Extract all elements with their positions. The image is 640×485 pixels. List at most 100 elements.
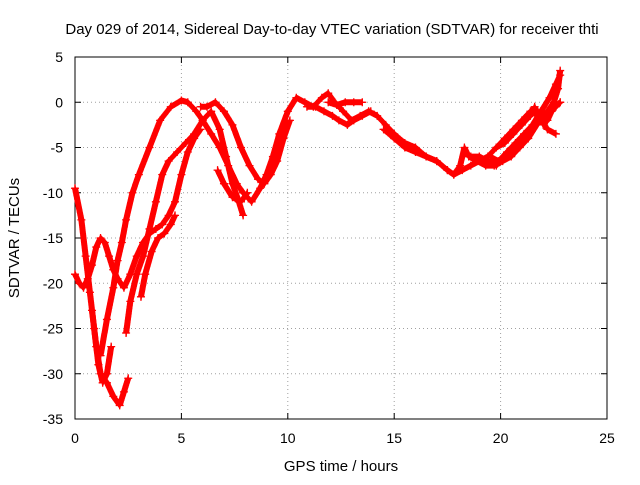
data-point	[115, 401, 124, 410]
y-tick-label: -30	[43, 366, 63, 382]
data-series-9	[302, 102, 375, 129]
data-point	[236, 197, 245, 206]
x-tick-label: 25	[599, 430, 615, 446]
data-point	[102, 315, 111, 324]
data-point	[92, 243, 101, 252]
data-point	[102, 378, 111, 387]
data-point	[547, 107, 556, 116]
data-point	[211, 98, 220, 107]
data-point	[128, 188, 137, 197]
y-tick-label: 5	[55, 49, 63, 65]
data-point	[71, 184, 79, 193]
y-tick-label: -5	[51, 140, 64, 156]
data-point	[202, 102, 211, 111]
y-axis-label: SDTVAR / TECUs	[6, 178, 23, 298]
data-point	[543, 116, 552, 125]
data-point	[96, 351, 105, 360]
data-point	[509, 129, 518, 138]
data-point	[517, 134, 526, 143]
data-series-13	[466, 66, 565, 170]
data-series	[71, 66, 565, 410]
data-point	[139, 252, 148, 261]
data-point	[122, 215, 131, 224]
data-point	[171, 197, 180, 206]
data-series-6	[136, 211, 180, 301]
data-point	[156, 116, 165, 125]
data-point	[456, 161, 465, 170]
data-point	[181, 138, 190, 147]
data-point	[358, 111, 367, 120]
data-point	[526, 111, 535, 120]
data-point	[147, 247, 156, 256]
data-point	[379, 125, 388, 134]
data-point	[500, 152, 509, 161]
data-point	[228, 179, 237, 188]
data-series-5	[122, 107, 248, 338]
data-point	[228, 120, 237, 129]
data-series-8	[213, 166, 252, 206]
data-series-3	[88, 306, 133, 410]
data-point	[134, 170, 143, 179]
data-point	[166, 102, 175, 111]
data-point	[164, 157, 173, 166]
data-point	[79, 283, 88, 292]
x-tick-label: 5	[178, 430, 186, 446]
data-point	[466, 152, 475, 161]
data-point	[85, 288, 94, 297]
data-point	[88, 261, 97, 270]
data-point	[366, 107, 375, 116]
x-tick-label: 0	[71, 430, 79, 446]
data-point	[254, 175, 263, 184]
data-point	[100, 238, 109, 247]
data-point	[245, 161, 254, 170]
data-point	[324, 98, 333, 107]
data-point	[219, 179, 228, 188]
data-point	[171, 211, 180, 220]
data-point	[207, 107, 216, 116]
data-point	[422, 152, 431, 161]
data-point	[443, 166, 452, 175]
data-point	[119, 283, 128, 292]
data-point	[126, 297, 135, 306]
grid	[75, 57, 607, 419]
data-point	[207, 129, 216, 138]
data-point	[88, 306, 97, 315]
data-point	[247, 197, 256, 206]
data-point	[122, 329, 131, 338]
y-tick-label: -35	[43, 411, 63, 427]
data-point	[260, 179, 269, 188]
data-point	[160, 229, 169, 238]
data-point	[390, 134, 399, 143]
data-point	[534, 111, 543, 120]
data-point	[328, 111, 337, 120]
data-point	[77, 215, 86, 224]
chart-title: Day 029 of 2014, Sidereal Day-to-day VTE…	[65, 21, 598, 38]
data-point	[526, 125, 535, 134]
data-point	[283, 107, 292, 116]
data-point	[145, 224, 154, 233]
data-point	[173, 148, 182, 157]
data-point	[117, 238, 126, 247]
data-point	[166, 220, 175, 229]
data-point	[343, 120, 352, 129]
data-point	[192, 107, 201, 116]
y-tick-label: -15	[43, 230, 63, 246]
data-point	[96, 234, 105, 242]
series-markers	[97, 90, 559, 359]
data-point	[332, 100, 341, 109]
data-point	[466, 161, 475, 170]
data-point	[107, 342, 116, 351]
data-point	[222, 152, 231, 161]
data-series-10	[324, 98, 367, 109]
data-point	[158, 220, 167, 229]
data-point	[177, 96, 186, 105]
data-point	[492, 143, 501, 152]
data-point	[190, 129, 199, 138]
data-series-7	[196, 98, 294, 188]
data-point	[492, 161, 501, 170]
data-point	[432, 157, 441, 166]
data-point	[256, 184, 265, 193]
data-point	[517, 120, 526, 129]
